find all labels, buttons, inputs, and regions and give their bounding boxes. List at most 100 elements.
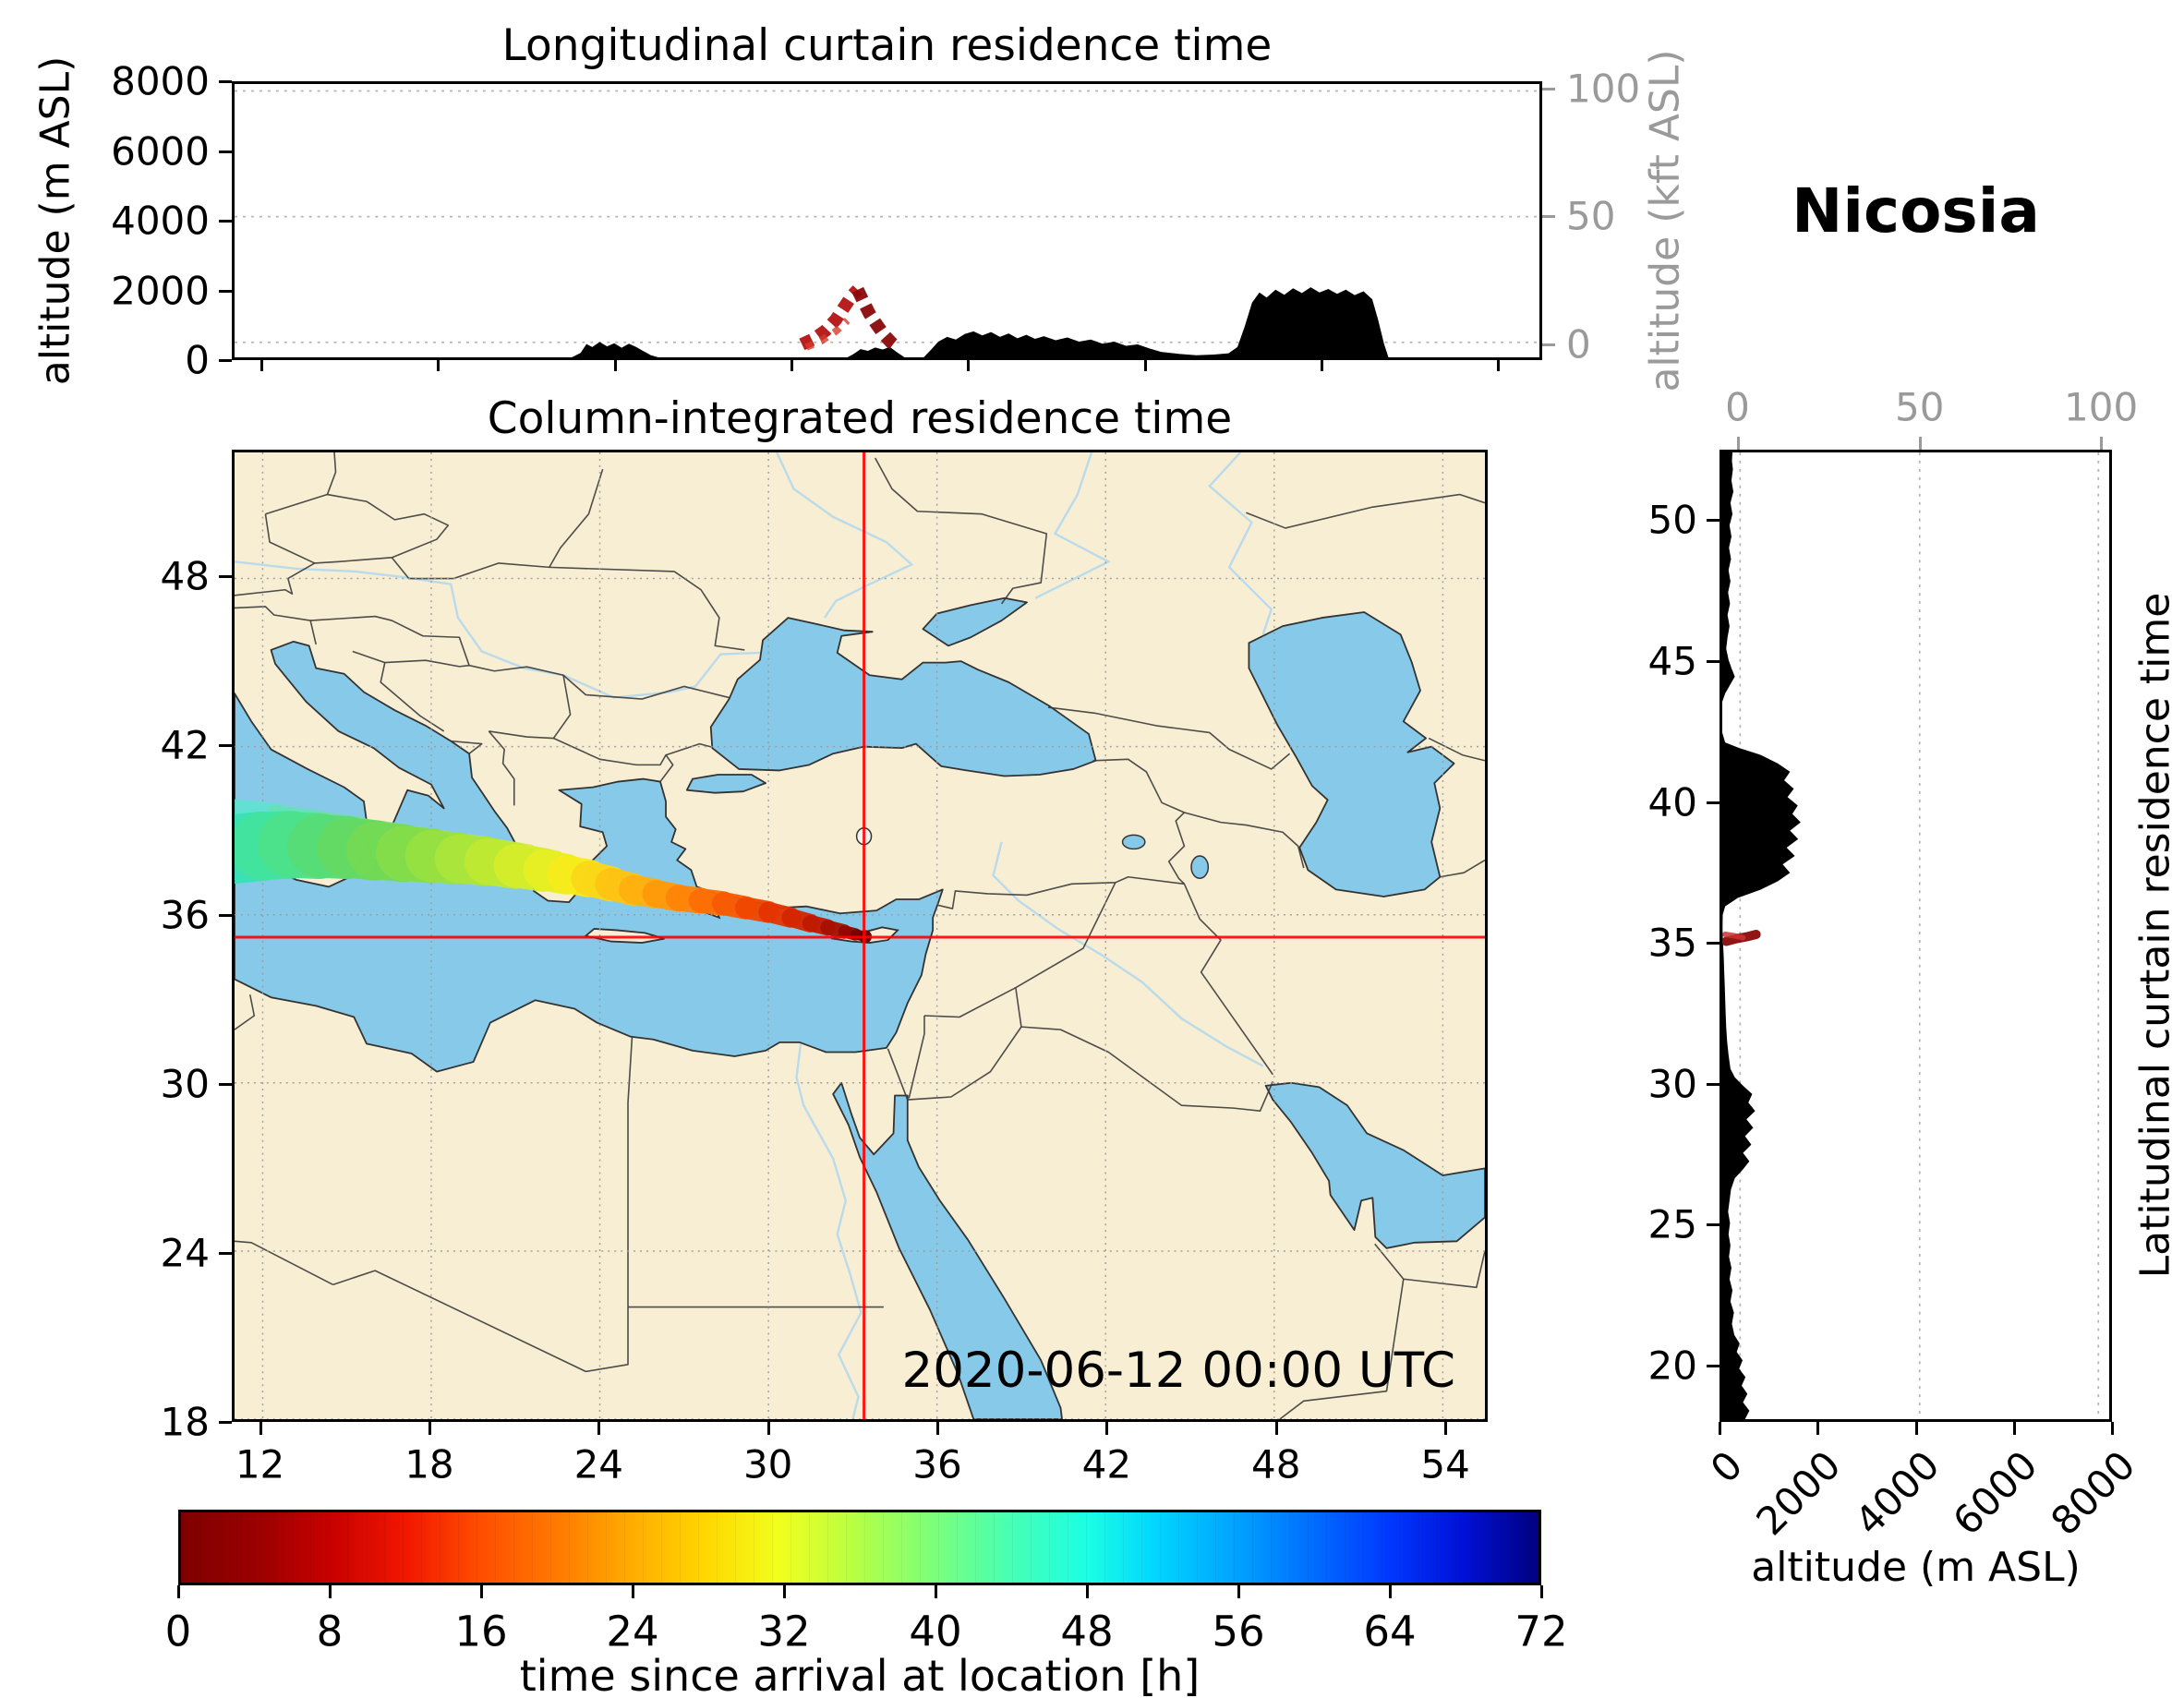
axis-tick xyxy=(1086,1585,1089,1598)
altitude-tick-label: 2000 xyxy=(1747,1442,1850,1545)
axis-tick xyxy=(967,360,971,371)
axis-tick xyxy=(219,289,232,293)
axis-tick xyxy=(1707,1082,1719,1086)
axis-tick xyxy=(1542,343,1555,347)
station-name: Nicosia xyxy=(1792,175,2040,247)
colorbar-tick-label: 48 xyxy=(1060,1607,1114,1656)
colorbar-tick-label: 64 xyxy=(1363,1607,1417,1656)
latitudinal-curtain-plot xyxy=(1719,450,2112,1422)
longitude-tick-label: 42 xyxy=(1081,1441,1132,1487)
longitude-tick-label: 12 xyxy=(235,1441,285,1487)
axis-tick xyxy=(597,1422,601,1435)
axis-tick xyxy=(1497,360,1501,371)
latitude-tick-label: 24 xyxy=(160,1230,210,1276)
axis-tick xyxy=(1707,801,1719,804)
longitudinal-panel-title: Longitudinal curtain residence time xyxy=(501,20,1273,71)
axis-tick xyxy=(1389,1585,1392,1598)
kft-tick-label: 0 xyxy=(1566,321,1591,367)
longitudinal-curtain-chart xyxy=(235,90,1539,357)
altitude-tick-label: 0 xyxy=(185,337,210,383)
axis-tick xyxy=(1707,942,1719,945)
map-date-label: 2020-06-12 00:00 UTC xyxy=(901,1343,1455,1399)
axis-tick xyxy=(1719,1422,1721,1435)
longitude-tick-label: 54 xyxy=(1420,1441,1470,1487)
altitude-tick-label: 6000 xyxy=(111,128,210,174)
colorbar-tick-label: 72 xyxy=(1514,1607,1568,1656)
latitude-tick-label: 20 xyxy=(1647,1343,1697,1389)
axis-tick xyxy=(219,80,232,83)
altitude-tick-label: 8000 xyxy=(111,58,210,104)
axis-tick xyxy=(1707,1364,1719,1367)
axis-tick xyxy=(219,744,232,748)
axis-tick xyxy=(219,1082,232,1086)
axis-tick xyxy=(259,360,263,371)
axis-tick xyxy=(1914,1422,1918,1435)
latitude-tick-label: 48 xyxy=(160,553,210,599)
kft-tick-label: 100 xyxy=(1566,66,1641,112)
axis-tick xyxy=(936,1422,940,1435)
axis-tick xyxy=(219,913,232,917)
longitude-tick-label: 36 xyxy=(912,1441,962,1487)
latitude-tick-label: 36 xyxy=(160,892,210,938)
kft-tick-label: 50 xyxy=(1566,193,1616,239)
axis-tick xyxy=(1918,437,1922,450)
axis-tick xyxy=(219,1251,232,1255)
axis-tick xyxy=(329,1585,332,1598)
kft-tick-label: 0 xyxy=(1725,384,1750,430)
axis-tick xyxy=(428,1422,431,1435)
axis-tick xyxy=(1707,659,1719,663)
axis-tick xyxy=(1707,1223,1719,1227)
axis-tick xyxy=(1237,1585,1240,1598)
axis-tick xyxy=(177,1585,180,1598)
latitude-tick-label: 50 xyxy=(1647,497,1697,543)
latitude-tick-label: 30 xyxy=(160,1061,210,1107)
longitudinal-curtain-plot xyxy=(232,81,1542,360)
axis-tick xyxy=(1143,360,1147,371)
kft-tick-label: 50 xyxy=(1895,384,1945,430)
axis-tick xyxy=(437,360,440,371)
colorbar-tick-label: 0 xyxy=(164,1607,192,1656)
axis-tick xyxy=(632,1585,634,1598)
axis-tick xyxy=(1274,1422,1278,1435)
latitude-tick-label: 30 xyxy=(1647,1061,1697,1107)
latitude-tick-label: 35 xyxy=(1647,920,1697,966)
axis-tick xyxy=(766,1422,770,1435)
latitude-tick-label: 42 xyxy=(160,722,210,768)
axis-tick xyxy=(219,150,232,153)
axis-tick xyxy=(1816,1422,1820,1435)
axis-tick xyxy=(219,359,232,362)
residence-time-map xyxy=(235,452,1485,1419)
axis-tick xyxy=(1542,87,1555,90)
longitude-tick-label: 24 xyxy=(573,1441,624,1487)
axis-tick xyxy=(2100,437,2104,450)
axis-tick xyxy=(783,1585,786,1598)
latitude-tick-label: 45 xyxy=(1647,638,1697,684)
axis-tick xyxy=(1707,519,1719,523)
colorbar-gradient xyxy=(178,1510,1541,1585)
axis-tick xyxy=(1542,215,1555,219)
axis-tick xyxy=(480,1585,483,1598)
altitude-tick-label: 0 xyxy=(1702,1442,1752,1492)
latitudinal-x-axis-label: altitude (m ASL) xyxy=(1751,1544,2081,1591)
altitude-tick-label: 6000 xyxy=(1944,1442,2046,1545)
latitude-tick-label: 25 xyxy=(1647,1201,1697,1247)
altitude-tick-label: 2000 xyxy=(111,268,210,313)
latitudinal-panel-title: Latitudinal curtain residence time xyxy=(2131,592,2179,1279)
axis-tick xyxy=(219,575,232,579)
axis-tick xyxy=(613,360,617,371)
axis-tick xyxy=(2012,1422,2016,1435)
axis-tick xyxy=(1320,360,1323,371)
axis-tick xyxy=(2111,1422,2114,1435)
altitude-tick-label: 4000 xyxy=(111,198,210,244)
axis-tick xyxy=(219,220,232,223)
colorbar-tick-label: 16 xyxy=(454,1607,508,1656)
map-plot: 2020-06-12 00:00 UTC xyxy=(232,450,1488,1422)
longitudinal-y-axis-label: altitude (m ASL) xyxy=(31,55,79,386)
longitudinal-kft-axis-label: altitude (kft ASL) xyxy=(1641,49,1689,392)
colorbar-tick-label: 24 xyxy=(606,1607,659,1656)
axis-tick xyxy=(935,1585,937,1598)
axis-tick xyxy=(1105,1422,1109,1435)
colorbar-tick-label: 32 xyxy=(757,1607,811,1656)
axis-tick xyxy=(259,1422,262,1435)
